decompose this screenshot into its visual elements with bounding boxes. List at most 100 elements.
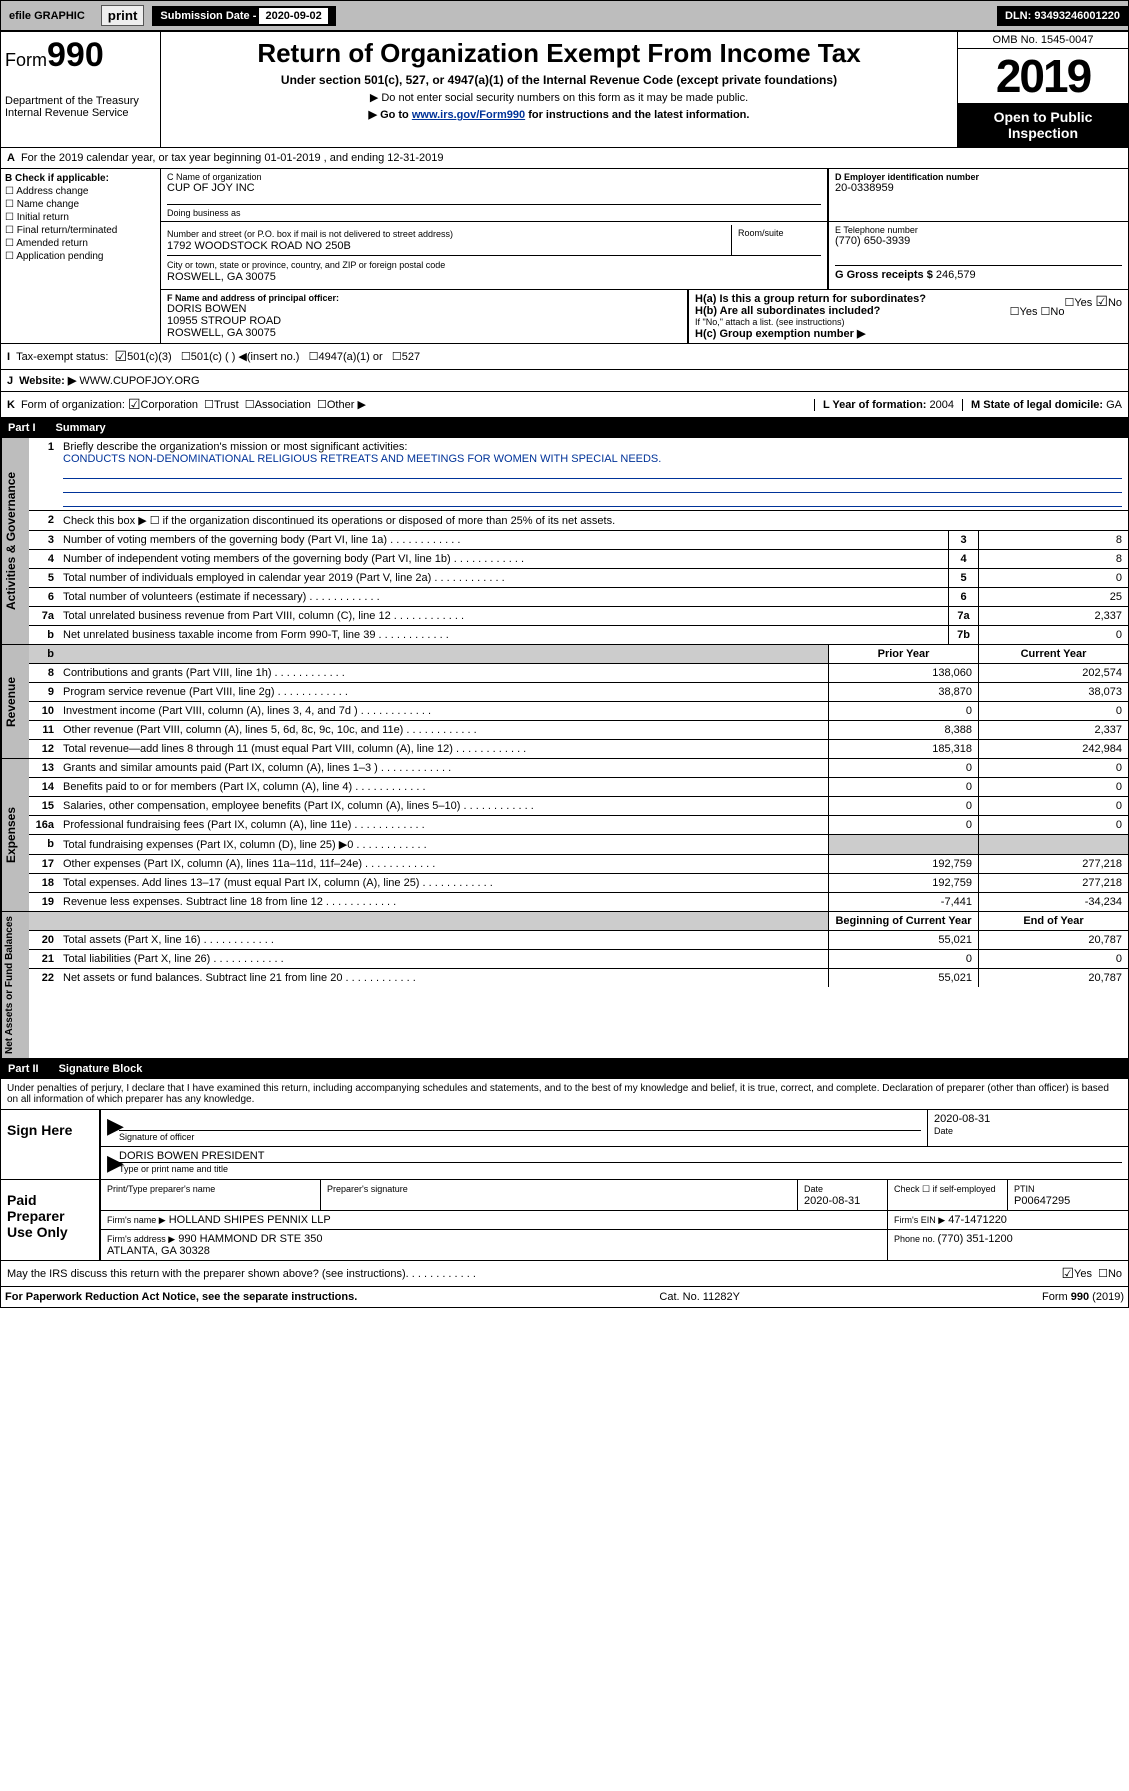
table-row: 18Total expenses. Add lines 13–17 (must … (29, 874, 1128, 893)
open-public: Open to Public Inspection (958, 103, 1128, 147)
table-row: 5Total number of individuals employed in… (29, 569, 1128, 588)
table-row: 16aProfessional fundraising fees (Part I… (29, 816, 1128, 835)
omb-number: OMB No. 1545-0047 (958, 32, 1128, 49)
table-row: bTotal fundraising expenses (Part IX, co… (29, 835, 1128, 855)
line-k: K Form of organization: ☑ Corporation ☐ … (0, 392, 1129, 418)
chk-final[interactable]: ☐ Final return/terminated (5, 225, 156, 236)
year-formation: 2004 (930, 399, 954, 411)
table-row: 12Total revenue—add lines 8 through 11 (… (29, 740, 1128, 758)
line-a: AFor the 2019 calendar year, or tax year… (0, 148, 1129, 169)
chk-amended[interactable]: ☐ Amended return (5, 238, 156, 249)
table-row: 3Number of voting members of the governi… (29, 531, 1128, 550)
table-row: bNet unrelated business taxable income f… (29, 626, 1128, 644)
b-label: B Check if applicable: (5, 173, 156, 184)
discuss-line: May the IRS discuss this return with the… (0, 1261, 1129, 1287)
officer-name: DORIS BOWEN PRESIDENT (119, 1150, 1122, 1163)
efile-label: efile GRAPHIC (1, 6, 93, 26)
table-row: 17Other expenses (Part IX, column (A), l… (29, 855, 1128, 874)
part-1-header: Part I Summary (0, 418, 1129, 438)
subdate-label: Submission Date - 2020-09-02 (152, 6, 335, 26)
hdr-right: OMB No. 1545-0047 2019 Open to Public In… (958, 32, 1128, 147)
form-number: Form990 (5, 36, 156, 75)
mission: CONDUCTS NON-DENOMINATIONAL RELIGIOUS RE… (63, 453, 661, 465)
org-name-cell: C Name of organization CUP OF JOY INC Do… (161, 169, 828, 221)
dln: DLN: 93493246001220 (997, 6, 1128, 26)
table-row: 6Total number of volunteers (estimate if… (29, 588, 1128, 607)
line-i: I Tax-exempt status: ☑ 501(c)(3) ☐ 501(c… (0, 344, 1129, 370)
th-current: Current Year (978, 645, 1128, 663)
q1: Briefly describe the organization's miss… (57, 438, 1128, 510)
irs-link[interactable]: www.irs.gov/Form990 (412, 109, 525, 121)
side-revenue: Revenue (1, 645, 29, 758)
sign-here-block: Sign Here ▶ Signature of officer 2020-08… (0, 1110, 1129, 1180)
form-subtitle: Under section 501(c), 527, or 4947(a)(1)… (167, 73, 951, 87)
table-row: 7aTotal unrelated business revenue from … (29, 607, 1128, 626)
tax-year: 2019 (958, 49, 1128, 103)
h-c: H(c) Group exemption number ▶ (695, 327, 1122, 340)
table-row: 13Grants and similar amounts paid (Part … (29, 759, 1128, 778)
col-d: D Employer identification number 20-0338… (828, 169, 1128, 221)
hdr-left: Form990 Department of the Treasury Inter… (1, 32, 161, 147)
table-row: 19Revenue less expenses. Subtract line 1… (29, 893, 1128, 911)
department: Department of the Treasury Internal Reve… (5, 95, 156, 119)
table-row: 20Total assets (Part X, line 16)55,02120… (29, 931, 1128, 950)
firm-phone: (770) 351-1200 (938, 1233, 1013, 1245)
state-domicile: GA (1106, 399, 1122, 411)
sign-here-label: Sign Here (1, 1110, 101, 1179)
table-row: 9Program service revenue (Part VIII, lin… (29, 683, 1128, 702)
part-2-header: Part II Signature Block (0, 1059, 1129, 1079)
topbar: efile GRAPHIC print Submission Date - 20… (0, 0, 1129, 31)
form-title: Return of Organization Exempt From Incom… (167, 38, 951, 69)
print-button[interactable]: print (101, 5, 145, 26)
block-bcdefg: B Check if applicable: ☐ Address change … (0, 169, 1129, 344)
firm-name: HOLLAND SHIPES PENNIX LLP (169, 1214, 331, 1226)
th-end: End of Year (978, 912, 1128, 930)
q2: Check this box ▶ ☐ if the organization d… (57, 511, 1128, 530)
gross-receipts: 246,579 (936, 269, 976, 281)
chk-pending[interactable]: ☐ Application pending (5, 251, 156, 262)
officer-cell: F Name and address of principal officer:… (161, 290, 688, 343)
side-governance: Activities & Governance (1, 438, 29, 644)
ein: 20-0338959 (835, 182, 1122, 194)
paid-preparer-label: Paid Preparer Use Only (1, 1180, 101, 1260)
org-name: CUP OF JOY INC (167, 182, 821, 194)
table-row: 4Number of independent voting members of… (29, 550, 1128, 569)
chk-initial[interactable]: ☐ Initial return (5, 212, 156, 223)
footer: For Paperwork Reduction Act Notice, see … (0, 1287, 1129, 1308)
table-row: 22Net assets or fund balances. Subtract … (29, 969, 1128, 987)
table-row: 15Salaries, other compensation, employee… (29, 797, 1128, 816)
footer-notice: For Paperwork Reduction Act Notice, see … (5, 1291, 357, 1303)
subdate-value: 2020-09-02 (259, 8, 327, 24)
firm-ein: 47-1471220 (948, 1214, 1007, 1226)
phone: (770) 650-3939 (835, 235, 1122, 247)
ptin: P00647295 (1014, 1195, 1070, 1207)
perjury: Under penalties of perjury, I declare th… (0, 1079, 1129, 1110)
h-b: H(b) Are all subordinates included? ☐Yes… (695, 305, 1122, 317)
footer-form: Form 990 (2019) (1042, 1291, 1124, 1303)
officer: DORIS BOWEN 10955 STROUP ROAD ROSWELL, G… (167, 303, 681, 339)
col-c: C Name of organization CUP OF JOY INC Do… (161, 169, 1128, 343)
prep-date: 2020-08-31 (804, 1195, 860, 1207)
col-e-g: E Telephone number (770) 650-3939 G Gros… (828, 222, 1128, 289)
table-row: 10Investment income (Part VIII, column (… (29, 702, 1128, 721)
col-b: B Check if applicable: ☐ Address change … (1, 169, 161, 343)
summary-grid: Activities & Governance 1Briefly describ… (0, 438, 1129, 1059)
chk-name[interactable]: ☐ Name change (5, 199, 156, 210)
website: WWW.CUPOFJOY.ORG (79, 375, 199, 387)
line-j: J Website: ▶ WWW.CUPOFJOY.ORG (0, 370, 1129, 392)
sign-date: 2020-08-31 (934, 1113, 1122, 1125)
side-expenses: Expenses (1, 759, 29, 911)
line-a-text: For the 2019 calendar year, or tax year … (21, 152, 444, 164)
print-button-wrap: print (93, 1, 153, 30)
note-ssn: ▶ Do not enter social security numbers o… (167, 91, 951, 104)
table-row: 8Contributions and grants (Part VIII, li… (29, 664, 1128, 683)
col-h: H(a) Is this a group return for subordin… (688, 290, 1128, 343)
chk-address[interactable]: ☐ Address change (5, 186, 156, 197)
form-header: Form990 Department of the Treasury Inter… (0, 31, 1129, 148)
paid-preparer-block: Paid Preparer Use Only Print/Type prepar… (0, 1180, 1129, 1261)
side-net: Net Assets or Fund Balances (1, 912, 29, 1058)
th-prior: Prior Year (828, 645, 978, 663)
table-row: 21Total liabilities (Part X, line 26)00 (29, 950, 1128, 969)
table-row: 11Other revenue (Part VIII, column (A), … (29, 721, 1128, 740)
table-row: 14Benefits paid to or for members (Part … (29, 778, 1128, 797)
